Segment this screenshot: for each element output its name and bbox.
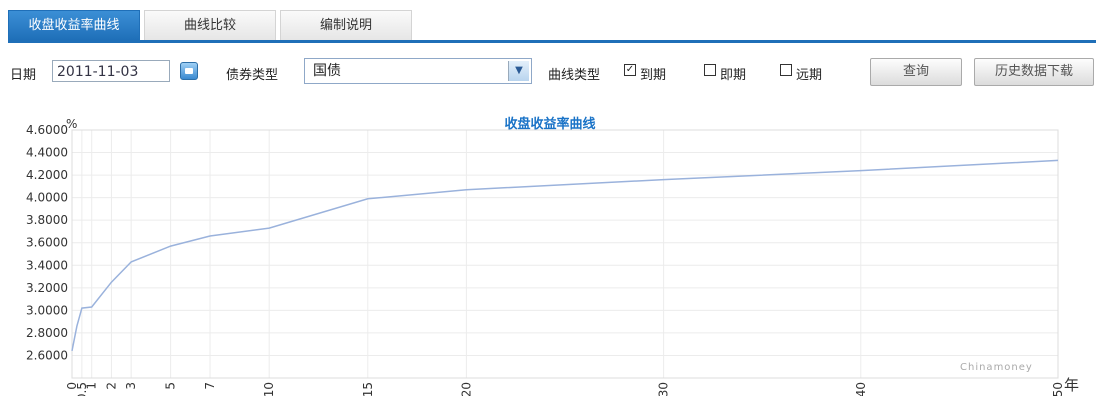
chart-title: 收盘收益率曲线 bbox=[504, 116, 595, 132]
y-tick-label: 3.2000 bbox=[26, 281, 68, 295]
y-tick-label: 4.0000 bbox=[26, 191, 68, 205]
x-tick-label: 2 bbox=[104, 382, 118, 390]
x-tick-label: 10 bbox=[262, 382, 276, 396]
x-tick-label: 20 bbox=[459, 382, 473, 396]
bond-type-value: 国债 bbox=[313, 63, 341, 79]
y-tick-label: 2.6000 bbox=[26, 348, 68, 362]
checkbox-forward[interactable] bbox=[780, 64, 792, 76]
x-tick-label: 40 bbox=[854, 382, 868, 396]
chevron-down-icon[interactable]: ▼ bbox=[508, 61, 529, 81]
y-tick-label: 4.6000 bbox=[26, 123, 68, 137]
x-tick-label: 1 bbox=[85, 382, 99, 390]
checkbox-maturity[interactable]: ✓ bbox=[624, 64, 636, 76]
calendar-icon[interactable] bbox=[180, 62, 198, 80]
y-tick-label: 4.2000 bbox=[26, 168, 68, 182]
checkbox-spot-label: 即期 bbox=[720, 68, 747, 83]
y-tick-label: 4.4000 bbox=[26, 146, 68, 160]
y-tick-label: 2.8000 bbox=[26, 326, 68, 340]
y-tick-label: 3.4000 bbox=[26, 258, 68, 272]
y-tick-label: 3.0000 bbox=[26, 303, 68, 317]
x-tick-label: 15 bbox=[361, 382, 375, 396]
x-tick-label: 0.5 bbox=[75, 382, 89, 396]
checkbox-spot[interactable] bbox=[704, 64, 716, 76]
tab-bar: 收盘收益率曲线 曲线比较 编制说明 bbox=[8, 10, 416, 40]
checkbox-forward-label: 远期 bbox=[796, 68, 823, 83]
tab-methodology[interactable]: 编制说明 bbox=[280, 10, 412, 40]
x-tick-label: 0 bbox=[65, 382, 79, 390]
download-history-button[interactable]: 历史数据下载 bbox=[974, 58, 1094, 86]
bond-type-select[interactable]: 国债 ▼ bbox=[304, 58, 532, 84]
yield-curve-line bbox=[71, 159, 1059, 352]
tab-closing-yield-curve[interactable]: 收盘收益率曲线 bbox=[8, 10, 140, 40]
query-button[interactable]: 查询 bbox=[870, 58, 962, 86]
y-axis-unit: % bbox=[66, 117, 77, 131]
tab-underline bbox=[8, 40, 1096, 43]
checkbox-maturity-label: 到期 bbox=[640, 68, 667, 83]
x-tick-label: 50 bbox=[1051, 382, 1065, 396]
y-tick-label: 3.6000 bbox=[26, 236, 68, 250]
date-label: 日期 bbox=[10, 68, 37, 83]
x-tick-label: 7 bbox=[203, 382, 217, 390]
x-axis-unit: 年 bbox=[1064, 376, 1079, 394]
chart-watermark: Chinamoney bbox=[960, 362, 1033, 373]
bond-type-label: 债券类型 bbox=[226, 68, 279, 83]
tab-curve-compare[interactable]: 曲线比较 bbox=[144, 10, 276, 40]
x-tick-label: 30 bbox=[657, 382, 671, 396]
curve-type-label: 曲线类型 bbox=[548, 68, 601, 83]
date-input[interactable]: 2011-11-03 bbox=[52, 60, 170, 82]
filter-toolbar: 日期 2011-11-03 债券类型 国债 ▼ 曲线类型 ✓ 到期 即期 远期 … bbox=[8, 58, 1098, 86]
plot-area bbox=[71, 129, 1059, 379]
y-tick-label: 3.8000 bbox=[26, 213, 68, 227]
x-tick-label: 3 bbox=[124, 382, 138, 390]
x-tick-label: 5 bbox=[164, 382, 178, 390]
